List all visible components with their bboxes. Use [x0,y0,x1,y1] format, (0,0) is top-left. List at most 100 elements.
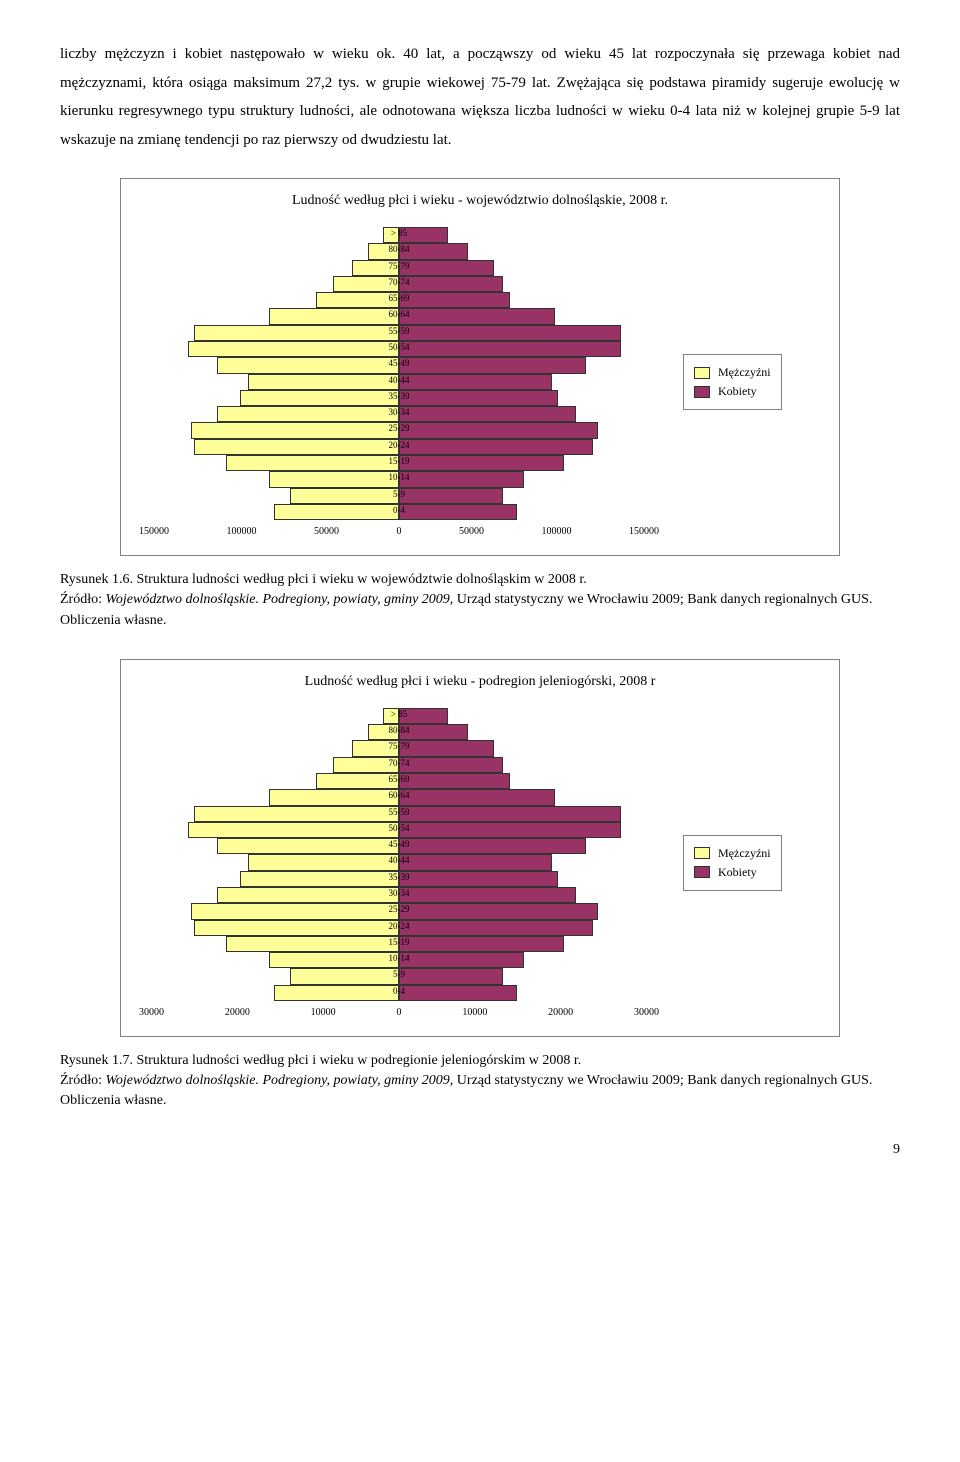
age-row: 5-9 [139,968,659,984]
age-label: 20-24 [389,441,410,450]
age-row: > 85 [139,227,659,243]
bar-female [399,952,524,968]
legend-male: Mężczyźni [694,365,771,380]
age-label: 60-64 [389,310,410,319]
age-label: 25-29 [389,905,410,914]
caption-1-line1: Rysunek 1.6. Struktura ludności według p… [60,572,587,587]
bar-female [399,789,555,805]
bar-female [399,871,558,887]
age-label: 5-9 [393,490,405,499]
age-row: 55-59 [139,325,659,341]
bar-male [316,292,399,308]
bar-male [290,488,399,504]
age-label: 70-74 [389,759,410,768]
bar-female [399,985,517,1001]
age-label: 40-44 [389,856,410,865]
chart-1-x-axis: 15000010000050000050000100000150000 [139,526,659,537]
bar-female [399,806,621,822]
age-row: 30-34 [139,406,659,422]
age-label: 45-49 [389,359,410,368]
age-label: 40-44 [389,376,410,385]
bar-female [399,406,576,422]
x-tick: 100000 [542,526,572,537]
bar-male [188,822,399,838]
age-row: 70-74 [139,757,659,773]
age-label: 50-54 [389,824,410,833]
age-row: 15-19 [139,455,659,471]
bar-male [240,390,399,406]
age-label: 0-4 [393,506,405,515]
age-label: > 85 [391,710,407,719]
caption-2-line1: Rysunek 1.7. Struktura ludności według p… [60,1053,581,1068]
bar-female [399,455,564,471]
bar-male [191,422,399,438]
x-tick: 20000 [548,1007,573,1018]
legend-female-label: Kobiety [718,865,757,880]
bar-male [274,504,399,520]
age-row: 55-59 [139,806,659,822]
age-label: 65-69 [389,294,410,303]
swatch-male [694,367,710,379]
bar-male [269,952,399,968]
age-row: 25-29 [139,903,659,919]
bar-female [399,357,586,373]
body-paragraph: liczby mężczyzn i kobiet następowało w w… [60,40,900,154]
age-row: 60-64 [139,789,659,805]
age-label: 80-84 [389,726,410,735]
legend-male: Mężczyźni [694,846,771,861]
age-row: 70-74 [139,276,659,292]
swatch-female [694,386,710,398]
age-row: 65-69 [139,292,659,308]
chart-2-x-axis: 3000020000100000100002000030000 [139,1007,659,1018]
bar-male [191,903,399,919]
caption-2-prefix: Źródło: [60,1073,106,1088]
caption-2: Rysunek 1.7. Struktura ludności według p… [60,1051,900,1112]
chart-2-title: Ludność według płci i wieku - podregion … [139,674,821,690]
chart-2-box: Ludność według płci i wieku - podregion … [120,659,840,1037]
bar-female [399,740,494,756]
age-row: 35-39 [139,871,659,887]
swatch-male [694,847,710,859]
chart-1-legend: Mężczyźni Kobiety [683,354,782,410]
age-label: > 85 [391,229,407,238]
bar-male [240,871,399,887]
bar-male [194,439,399,455]
x-tick: 150000 [629,526,659,537]
bar-female [399,390,558,406]
bar-male [194,806,399,822]
age-row: 10-14 [139,471,659,487]
bar-male [226,936,399,952]
age-label: 45-49 [389,840,410,849]
age-row: 10-14 [139,952,659,968]
legend-male-label: Mężczyźni [718,365,771,380]
caption-1: Rysunek 1.6. Struktura ludności według p… [60,570,900,631]
age-row: 45-49 [139,838,659,854]
age-row: 80-84 [139,724,659,740]
age-label: 65-69 [389,775,410,784]
age-label: 10-14 [389,954,410,963]
age-row: 20-24 [139,439,659,455]
x-tick: 20000 [225,1007,250,1018]
bar-male [217,357,399,373]
age-row: 25-29 [139,422,659,438]
bar-male [217,838,399,854]
bar-male [269,471,399,487]
bar-male [316,773,399,789]
age-label: 20-24 [389,922,410,931]
x-tick: 0 [396,1007,401,1018]
age-row: 15-19 [139,936,659,952]
age-label: 15-19 [389,938,410,947]
age-label: 25-29 [389,424,410,433]
bar-female [399,757,503,773]
age-label: 60-64 [389,791,410,800]
x-tick: 10000 [462,1007,487,1018]
age-label: 30-34 [389,889,410,898]
bar-female [399,936,564,952]
x-tick: 100000 [227,526,257,537]
chart-2-pyramid: > 8580-8475-7970-7465-6960-6455-5950-544… [139,708,659,1018]
caption-1-prefix: Źródło: [60,592,106,607]
bar-male [269,308,399,324]
bar-female [399,903,598,919]
age-label: 50-54 [389,343,410,352]
age-label: 10-14 [389,473,410,482]
